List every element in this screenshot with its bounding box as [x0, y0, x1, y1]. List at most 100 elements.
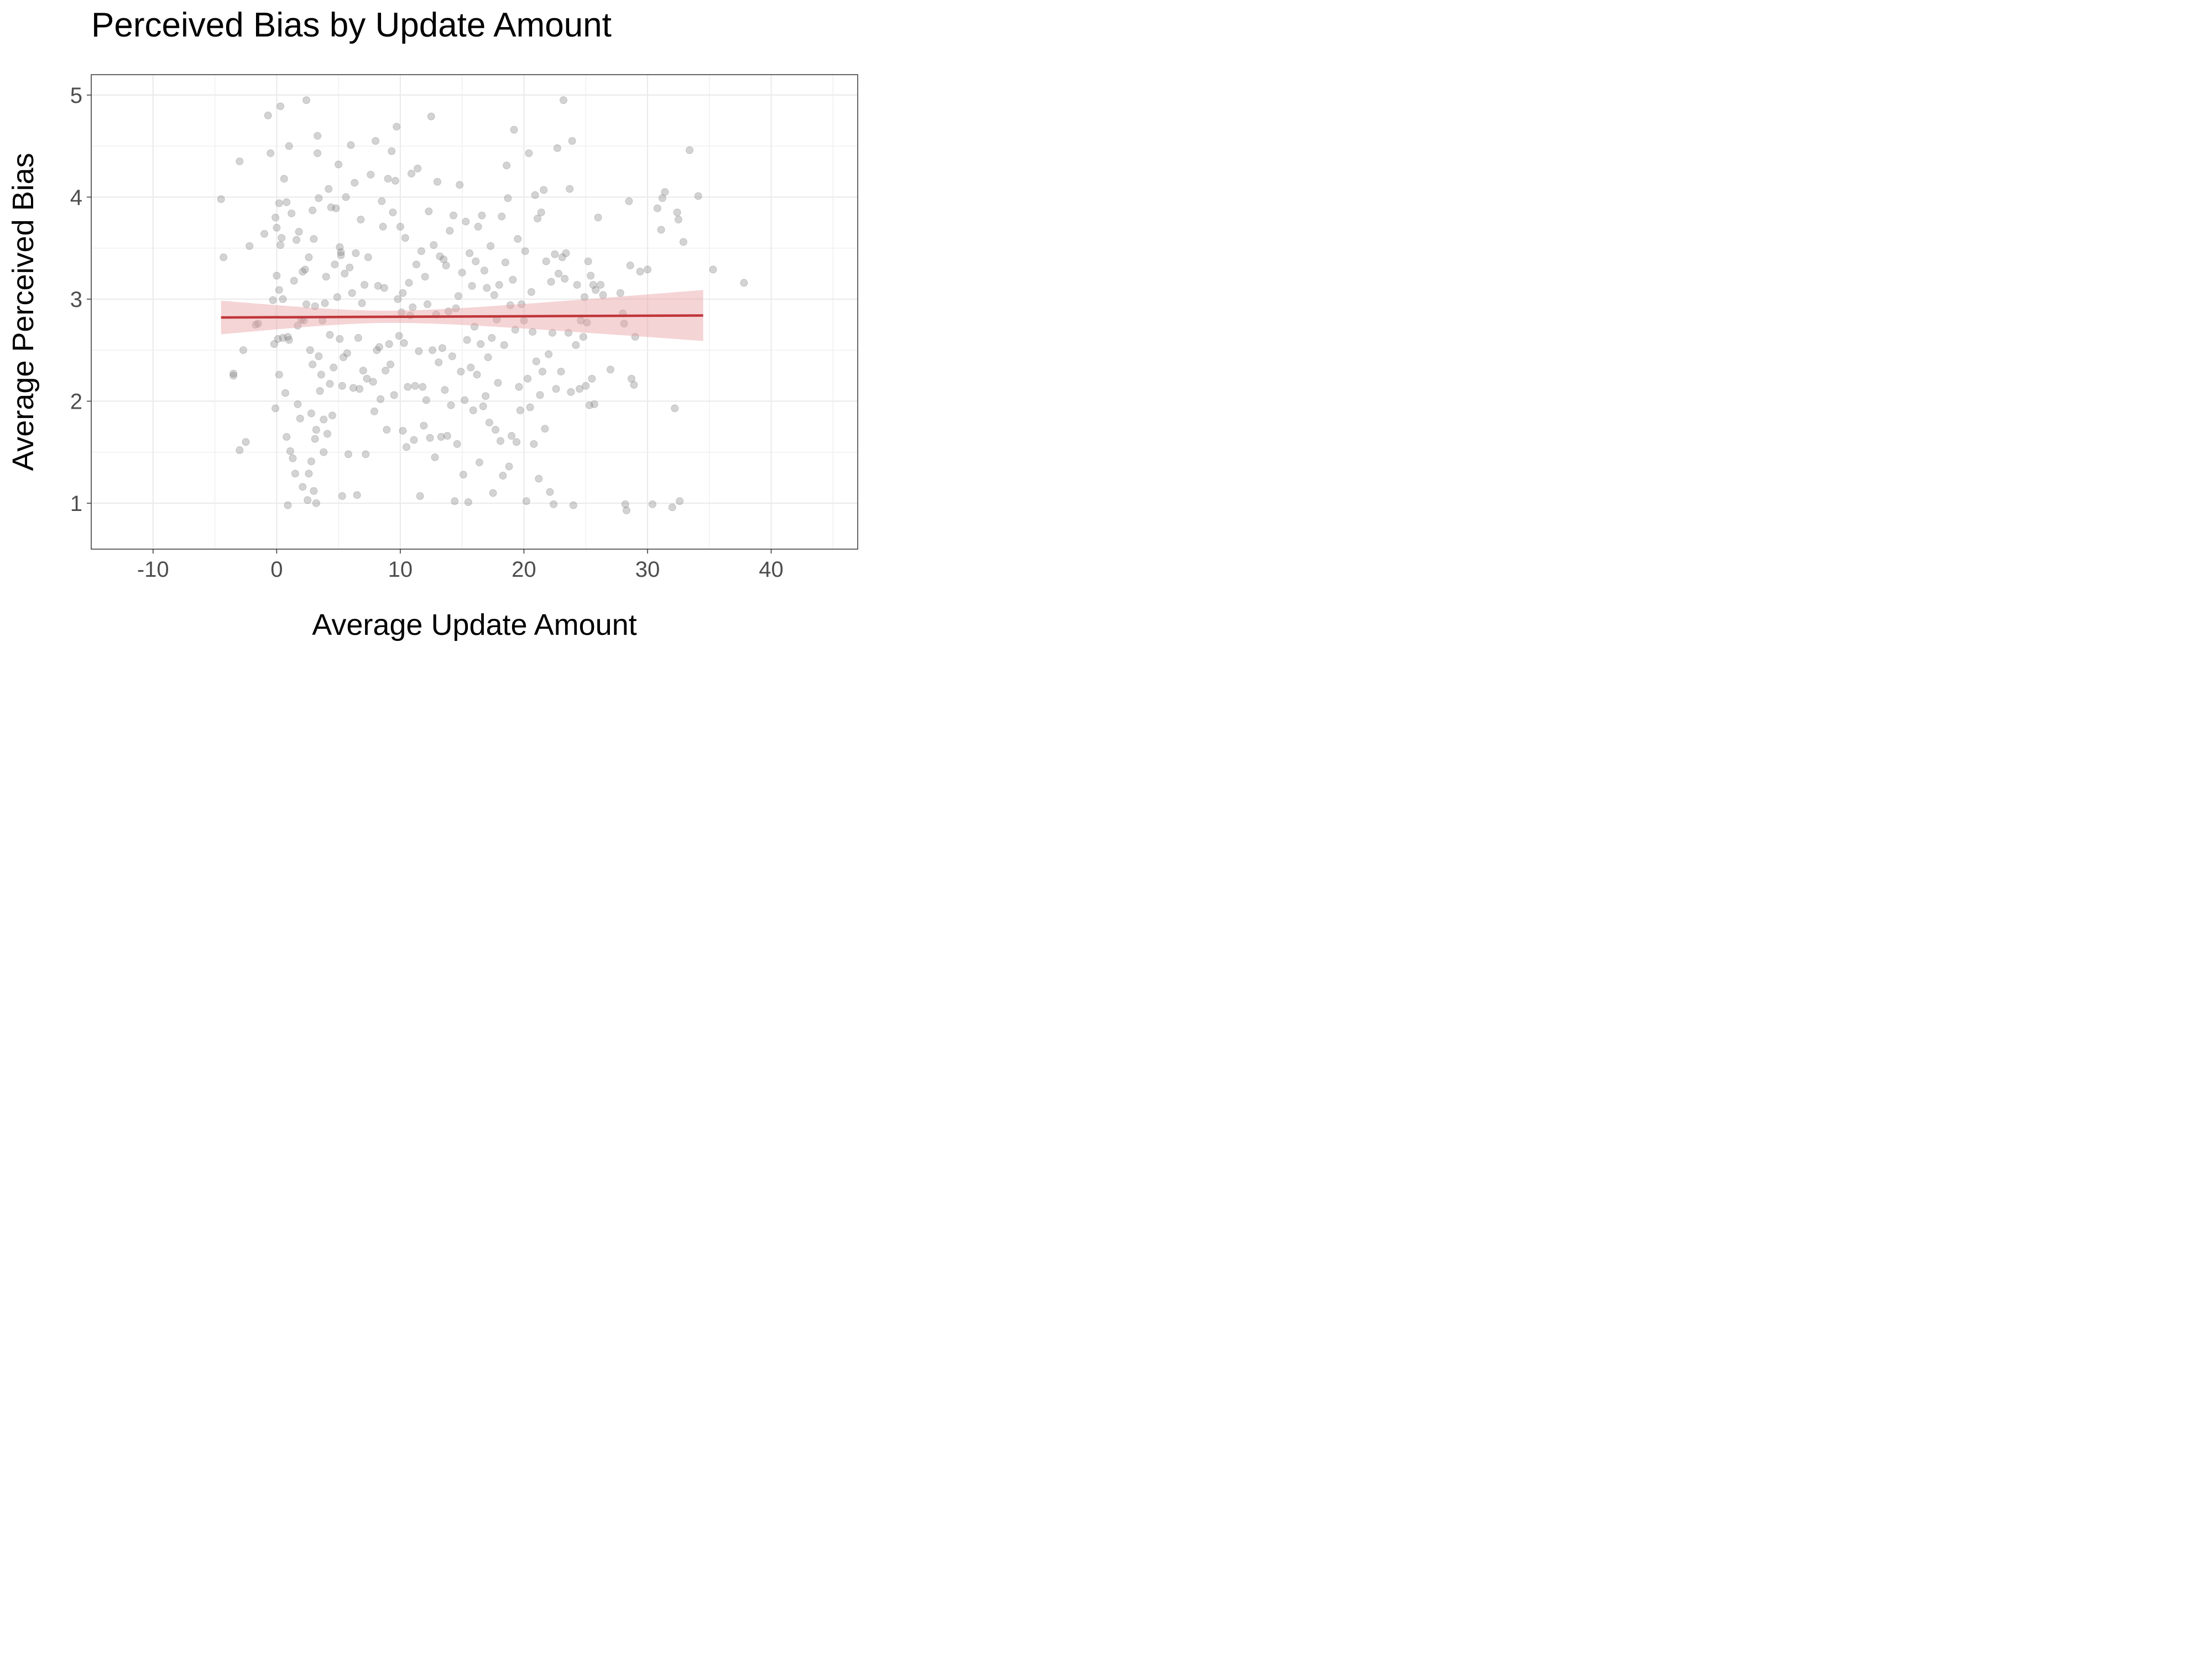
scatter-point — [515, 383, 523, 391]
scatter-point — [679, 238, 687, 246]
scatter-point — [399, 289, 407, 297]
scatter-point — [584, 257, 592, 265]
scatter-point — [399, 426, 407, 435]
scatter-point — [289, 454, 297, 462]
scatter-point — [320, 448, 328, 456]
scatter-point — [426, 434, 434, 442]
scatter-point — [293, 236, 301, 244]
scatter-point — [286, 447, 294, 455]
scatter-point — [273, 272, 281, 280]
scatter-point — [367, 170, 375, 179]
scatter-point — [572, 341, 580, 349]
scatter-point — [430, 241, 438, 249]
scatter-point — [427, 112, 435, 121]
scatter-point — [353, 491, 361, 499]
scatter-point — [362, 450, 370, 458]
scatter-point — [370, 407, 378, 415]
scatter-point — [284, 501, 292, 509]
scatter-point — [323, 430, 331, 438]
scatter-point — [532, 357, 540, 366]
scatter-point — [500, 341, 508, 349]
scatter-point — [547, 278, 555, 286]
scatter-point — [446, 227, 454, 235]
chart-background — [0, 0, 867, 650]
scatter-point — [386, 361, 394, 369]
x-tick-label: 40 — [759, 557, 784, 582]
scatter-point — [330, 363, 338, 372]
scatter-point — [447, 401, 455, 409]
scatter-point — [661, 188, 669, 196]
scatter-point — [375, 343, 383, 351]
scatter-point — [336, 243, 344, 251]
scatter-point — [383, 426, 391, 434]
scatter-point — [566, 185, 574, 193]
scatter-point — [236, 157, 244, 165]
scatter-point — [422, 396, 430, 404]
scatter-point — [580, 293, 588, 301]
scatter-point — [538, 367, 546, 375]
scatter-point — [310, 487, 318, 495]
scatter-point — [510, 126, 518, 134]
scatter-point — [456, 181, 464, 189]
scatter-point — [291, 469, 299, 478]
scatter-point — [316, 387, 324, 395]
scatter-point — [588, 374, 596, 383]
scatter-point — [457, 367, 465, 375]
scatter-point — [341, 269, 349, 278]
scatter-point — [239, 346, 247, 354]
scatter-point — [685, 146, 693, 154]
y-tick-label: 3 — [70, 288, 82, 312]
scatter-point — [513, 438, 521, 446]
scatter-point — [331, 260, 339, 269]
scatter-point — [285, 336, 293, 344]
scatter-point — [499, 472, 507, 480]
scatter-point — [361, 281, 369, 289]
scatter-point — [521, 247, 529, 255]
scatter-point — [658, 194, 666, 202]
scatter-point — [559, 96, 567, 105]
scatter-point — [587, 272, 595, 280]
scatter-point — [558, 253, 566, 262]
scatter-point — [668, 503, 676, 512]
scatter-point — [304, 496, 312, 504]
scatter-point — [400, 339, 408, 347]
scatter-point — [348, 289, 356, 297]
scatter-point — [589, 281, 597, 289]
scatter-point — [582, 382, 590, 390]
scatter-point — [740, 279, 748, 287]
scatter-point — [458, 268, 466, 276]
scatter-point — [636, 268, 644, 276]
scatter-point — [307, 457, 315, 466]
scatter-point — [311, 435, 319, 443]
scatter-point — [391, 176, 399, 185]
scatter-point — [631, 333, 639, 341]
plot-panel-border — [91, 74, 858, 550]
scatter-point — [299, 483, 307, 491]
scatter-point — [485, 419, 493, 427]
scatter-point — [309, 361, 317, 369]
regression-fit — [221, 290, 703, 341]
scatter-point — [673, 208, 681, 217]
scatter-point — [516, 406, 524, 415]
scatter-point — [674, 216, 682, 224]
scatter-point — [384, 175, 392, 183]
scatter-point — [583, 319, 591, 327]
scatter-point — [531, 191, 539, 199]
scatter-point — [511, 326, 519, 334]
scatter-point — [671, 404, 679, 413]
scatter-point — [576, 385, 584, 393]
scatter-point — [496, 437, 504, 445]
scatter-point — [274, 335, 282, 343]
scatter-point — [569, 501, 577, 509]
scatter-point — [254, 320, 262, 328]
scatter-point — [220, 253, 228, 262]
scatter-point — [482, 392, 490, 400]
scatter-point — [343, 349, 351, 357]
scatter-point — [407, 169, 415, 178]
scatter-point — [606, 366, 614, 374]
scatter-point — [283, 433, 291, 441]
scatter-point — [314, 132, 322, 140]
scatter-point — [359, 367, 367, 375]
scatter-point — [621, 500, 629, 508]
scatter-point — [546, 488, 554, 496]
